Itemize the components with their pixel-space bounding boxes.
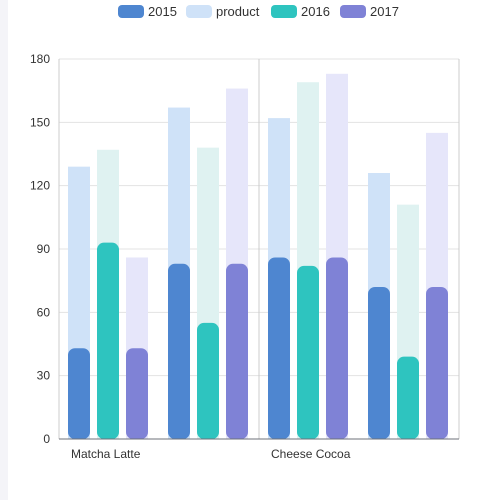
bar-2016[interactable] (197, 322, 219, 439)
legend-label[interactable]: product (216, 4, 260, 19)
y-tick-label: 60 (37, 305, 51, 319)
bar-2017[interactable] (226, 263, 248, 439)
y-tick-label: 120 (30, 179, 50, 193)
bar-chart: 2015 product 2016 2017 0 30 60 90 120 150 180 Matc… (30, 4, 460, 461)
y-tick-label: 180 (30, 52, 50, 66)
x-tick-label: Cheese Cocoa (271, 447, 351, 461)
y-tick-label: 150 (30, 115, 50, 129)
bar-2016[interactable] (297, 265, 319, 439)
bar-2016[interactable] (97, 242, 119, 439)
x-tick-label: Matcha Latte (71, 447, 141, 461)
legend-label[interactable]: 2017 (370, 4, 399, 19)
bar-2015[interactable] (68, 348, 90, 439)
grid-lines (58, 58, 460, 439)
bar-2017[interactable] (126, 348, 148, 439)
y-tick-label: 90 (37, 242, 51, 256)
chart-card: 2015 product 2016 2017 0 30 60 90 120 150 180 Matc… (8, 0, 500, 500)
bars (68, 73, 448, 440)
bar-2015[interactable] (368, 287, 390, 439)
legend-swatch[interactable] (340, 5, 366, 18)
y-tick-label: 30 (37, 369, 51, 383)
legend: 2015 product 2016 2017 (118, 4, 399, 19)
bar-2017[interactable] (426, 287, 448, 439)
bar-2015[interactable] (268, 257, 290, 439)
legend-swatch[interactable] (186, 5, 212, 18)
legend-swatch[interactable] (118, 5, 144, 18)
legend-swatch[interactable] (271, 5, 297, 18)
y-tick-label: 0 (43, 432, 50, 446)
bar-2016[interactable] (397, 356, 419, 439)
legend-label[interactable]: 2016 (301, 4, 330, 19)
bar-2017[interactable] (326, 257, 348, 439)
legend-label[interactable]: 2015 (148, 4, 177, 19)
bar-2015[interactable] (168, 263, 190, 439)
axes: 0 30 60 90 120 150 180 Matcha Latte Cheese Cocoa (30, 52, 459, 461)
